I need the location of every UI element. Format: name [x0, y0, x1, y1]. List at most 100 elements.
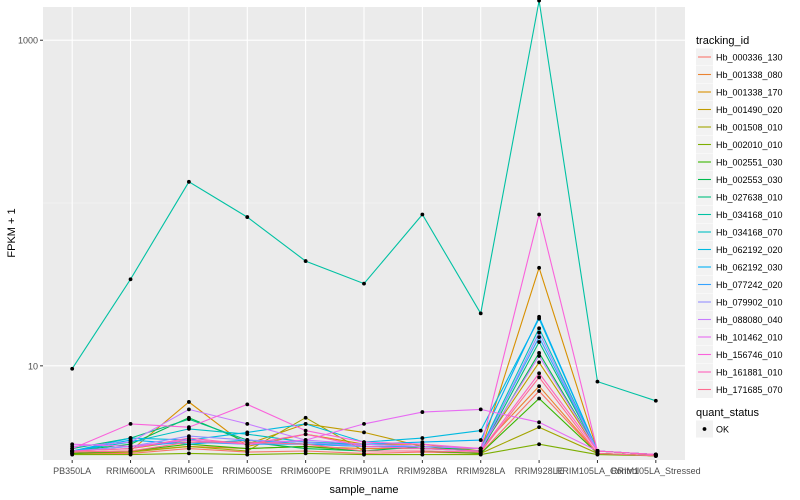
- data-point: [245, 402, 250, 407]
- legend-entry: Hb_002010_010: [696, 136, 783, 153]
- data-point: [537, 375, 541, 380]
- data-point: [187, 425, 191, 430]
- legend-entries: Hb_000336_130 Hb_001338_080 Hb_001338_170 H…: [696, 48, 783, 398]
- legend-entry: Hb_156746_010: [696, 346, 783, 363]
- data-point: [70, 366, 75, 371]
- x-tick-label: RRIM901LA: [339, 466, 388, 476]
- data-point: [245, 430, 250, 435]
- legend-label: Hb_001338_080: [716, 70, 783, 80]
- data-point: [537, 326, 541, 331]
- legend-label: Hb_034168_070: [716, 228, 783, 238]
- data-point: [420, 436, 425, 440]
- legend-label: Hb_156746_010: [716, 350, 783, 360]
- legend-entry: Hb_077242_020: [696, 276, 783, 293]
- data-point: [537, 442, 541, 447]
- data-point: [537, 420, 541, 425]
- data-point: [245, 215, 250, 219]
- legend-entry: Hb_101462_010: [696, 328, 783, 346]
- series-points: [70, 0, 658, 458]
- legend-entry: Hb_001490_020: [696, 101, 783, 118]
- data-point: [187, 407, 191, 412]
- data-point: [420, 212, 425, 217]
- legend-label: Hb_077242_020: [716, 280, 783, 290]
- legend-label: Hb_001338_170: [716, 88, 783, 98]
- data-point: [303, 428, 308, 433]
- data-point: [187, 417, 191, 422]
- data-point: [187, 440, 191, 445]
- data-point: [362, 444, 366, 449]
- data-point: [420, 442, 425, 447]
- data-point: [128, 277, 133, 282]
- legend-label: Hb_002553_030: [716, 175, 783, 185]
- data-point: [537, 335, 541, 340]
- legend-label: Hb_088080_040: [716, 315, 783, 325]
- legend-label: Hb_062192_020: [716, 245, 783, 255]
- data-point: [245, 421, 250, 426]
- data-point: [303, 432, 308, 437]
- data-point: [420, 449, 425, 453]
- data-point: [128, 421, 133, 426]
- x-axis-label: sample_name: [329, 484, 398, 496]
- legend-label: Hb_079902_010: [716, 298, 783, 308]
- legend-label: Hb_000336_130: [716, 53, 783, 63]
- data-point: [478, 450, 483, 455]
- x-tick-label: RRIM928LA: [456, 466, 505, 476]
- legend-entry: Hb_034168_010: [696, 206, 783, 223]
- data-point: [537, 0, 541, 3]
- shape-legend-point: [702, 427, 707, 431]
- y-tick-label: 1000: [18, 36, 38, 46]
- x-tick-label: RRIM600PE: [281, 466, 331, 476]
- data-point: [303, 446, 308, 451]
- data-point: [537, 314, 541, 319]
- data-point: [245, 452, 250, 457]
- x-tick-label: RRIM928BA: [397, 466, 447, 476]
- data-point: [537, 265, 541, 270]
- shape-legend-title: quant_status: [696, 407, 759, 419]
- legend-label: Hb_002010_010: [716, 140, 783, 150]
- data-point: [245, 446, 250, 451]
- data-point: [128, 449, 133, 453]
- x-tick-label: RRIM105LA_Control: [556, 466, 639, 476]
- legend-label: Hb_027638_010: [716, 193, 783, 203]
- legend-label: Hb_101462_010: [716, 333, 783, 343]
- data-point: [303, 259, 308, 263]
- legend-entry: Hb_001338_080: [696, 66, 783, 83]
- data-point: [362, 281, 366, 286]
- legend-entry: Hb_062192_020: [696, 241, 783, 258]
- grid-lines: [43, 7, 685, 460]
- y-axis-label: FPKM + 1: [6, 208, 18, 257]
- data-point: [595, 379, 600, 384]
- data-point: [420, 410, 425, 414]
- data-point: [70, 442, 75, 447]
- legend-label: Hb_002551_030: [716, 158, 783, 168]
- legend-entry: Hb_001508_010: [696, 118, 783, 136]
- legend-entry: Hb_171685_070: [696, 381, 783, 398]
- y-tick-label: 10: [28, 361, 38, 371]
- data-point: [537, 425, 541, 430]
- data-point: [245, 440, 250, 445]
- legend-label: Hb_062192_030: [716, 263, 783, 273]
- x-tick-label: PB350LA: [53, 466, 91, 476]
- legend-entry: Hb_001338_170: [696, 83, 783, 101]
- data-point: [537, 384, 541, 389]
- legend-entry: Hb_079902_010: [696, 293, 783, 311]
- legend-label: Hb_001490_020: [716, 105, 783, 115]
- shape-legend-label: OK: [716, 425, 729, 435]
- data-point: [70, 450, 75, 455]
- data-point: [537, 371, 541, 376]
- legend-entry: Hb_002553_030: [696, 171, 783, 188]
- legend-entry: Hb_002551_030: [696, 153, 783, 171]
- data-point: [362, 421, 366, 426]
- data-point: [187, 451, 191, 456]
- data-point: [303, 415, 308, 420]
- data-point: [303, 451, 308, 456]
- data-point: [478, 438, 483, 442]
- data-point: [420, 452, 425, 457]
- shape-legend-entry: OK: [696, 420, 729, 438]
- shape-legend-entries: OK: [696, 420, 729, 438]
- data-point: [362, 440, 366, 445]
- legend-entry: Hb_000336_130: [696, 48, 783, 66]
- data-point: [537, 396, 541, 401]
- data-point: [537, 340, 541, 344]
